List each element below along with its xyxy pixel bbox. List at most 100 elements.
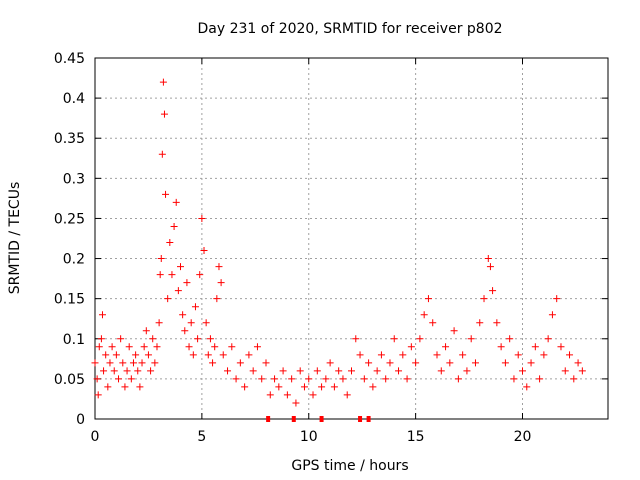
data-point xyxy=(536,375,544,383)
data-point xyxy=(489,287,497,295)
x-tick-label: 10 xyxy=(300,429,318,445)
data-point xyxy=(134,367,142,375)
data-point xyxy=(157,255,165,263)
data-point xyxy=(132,351,140,359)
data-point xyxy=(115,375,123,383)
data-gap-markers xyxy=(266,416,371,422)
data-point xyxy=(209,359,217,367)
data-point xyxy=(553,295,561,303)
data-point xyxy=(228,343,236,351)
data-point xyxy=(326,359,334,367)
y-tick-label: 0.1 xyxy=(63,332,85,348)
data-point xyxy=(170,222,178,230)
data-point xyxy=(162,190,170,198)
data-point xyxy=(241,383,249,391)
data-point xyxy=(476,319,484,327)
data-point xyxy=(271,375,279,383)
axis-ticks: 0 0.05 0.1 0.15 0.2 0.25 0.3 0.35 0.4 0.45 0 5 10 15 2… xyxy=(54,51,608,445)
x-tick-label: 0 xyxy=(91,429,100,445)
data-point xyxy=(106,359,114,367)
data-point xyxy=(138,359,146,367)
data-point xyxy=(463,367,471,375)
data-point xyxy=(95,343,103,351)
data-point xyxy=(189,351,197,359)
data-point xyxy=(412,359,420,367)
data-point xyxy=(519,367,526,375)
data-point xyxy=(119,359,127,367)
data-point xyxy=(471,359,479,367)
data-point xyxy=(369,383,377,391)
data-point xyxy=(339,375,347,383)
data-point xyxy=(386,359,394,367)
data-point xyxy=(275,383,283,391)
data-point xyxy=(164,295,172,303)
data-point xyxy=(506,335,514,343)
data-point xyxy=(117,335,125,343)
data-point xyxy=(578,367,586,375)
data-point xyxy=(373,367,381,375)
y-tick-label: 0.3 xyxy=(63,171,85,187)
data-point xyxy=(217,279,225,287)
data-point xyxy=(429,319,437,327)
data-point xyxy=(548,311,556,319)
data-point xyxy=(168,271,176,279)
data-point xyxy=(232,375,240,383)
data-point xyxy=(493,319,501,327)
data-point xyxy=(183,279,191,287)
data-point xyxy=(348,367,355,375)
plot-frame xyxy=(94,57,609,420)
data-point xyxy=(399,351,407,359)
data-point xyxy=(497,343,505,351)
data-point xyxy=(544,335,552,343)
data-point xyxy=(160,110,168,118)
data-point xyxy=(305,375,313,383)
data-point xyxy=(215,263,223,271)
data-point xyxy=(187,319,195,327)
data-point xyxy=(424,295,432,303)
data-point xyxy=(407,343,415,351)
data-point xyxy=(390,335,398,343)
data-point xyxy=(313,367,321,375)
data-point xyxy=(330,383,338,391)
data-point xyxy=(566,351,574,359)
data-point xyxy=(296,367,304,375)
data-point xyxy=(258,375,266,383)
data-point xyxy=(219,351,227,359)
data-point xyxy=(102,351,110,359)
y-axis-label: SRMTID / TECUs xyxy=(7,182,23,295)
data-point xyxy=(174,287,182,295)
data-point xyxy=(153,343,161,351)
x-tick-label: 15 xyxy=(407,429,425,445)
gap-marker xyxy=(291,416,296,422)
data-point xyxy=(446,359,454,367)
data-point xyxy=(159,78,167,86)
data-point xyxy=(142,327,150,335)
data-point xyxy=(356,351,364,359)
data-point xyxy=(181,327,189,335)
y-tick-label: 0.25 xyxy=(54,211,85,227)
data-point xyxy=(151,359,159,367)
data-point xyxy=(91,359,99,367)
data-point xyxy=(94,391,102,399)
data-point xyxy=(486,263,494,271)
data-point xyxy=(204,351,212,359)
data-point xyxy=(191,303,199,311)
data-points xyxy=(91,78,586,407)
data-point xyxy=(136,383,144,391)
data-point xyxy=(561,367,569,375)
data-point xyxy=(224,367,232,375)
y-tick-label: 0.4 xyxy=(63,91,85,107)
data-point xyxy=(196,271,204,279)
gap-marker xyxy=(358,416,363,422)
y-tick-label: 0.35 xyxy=(54,131,85,147)
data-point xyxy=(322,375,330,383)
data-point xyxy=(185,343,193,351)
data-point xyxy=(194,335,202,343)
data-point xyxy=(531,343,539,351)
data-point xyxy=(200,247,208,255)
y-tick-label: 0.45 xyxy=(54,51,85,67)
y-tick-label: 0 xyxy=(76,412,85,428)
data-point xyxy=(352,335,360,343)
data-point xyxy=(213,295,221,303)
